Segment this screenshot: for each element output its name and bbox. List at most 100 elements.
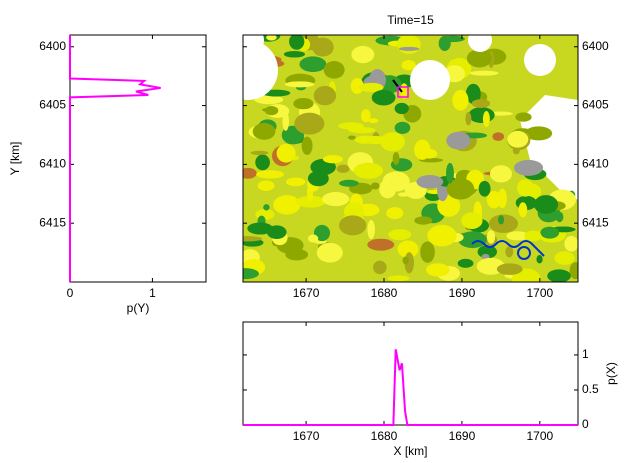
land-patch [350,78,364,94]
land-patch [555,211,564,223]
land-patch [307,234,319,243]
y-tick-label: 6405 [582,98,609,112]
land-patch [263,204,270,211]
land-patch [289,35,305,50]
y-tick-label: 6400 [582,39,609,53]
x-tick-label: 0 [67,286,74,300]
land-patch [299,56,327,73]
land-patch [414,139,431,160]
land-patch [394,121,411,134]
land-patch [311,37,334,57]
land-patch [465,83,481,104]
land-patch [254,95,284,105]
land-patch [379,179,397,199]
land-patch [457,258,474,268]
land-patch [351,45,375,64]
land-patch [401,60,416,71]
land-patch [518,202,528,218]
land-patch [446,131,471,150]
land-patch [445,162,454,184]
x-tick-label: 1700 [526,286,553,300]
land-patch [307,183,314,203]
land-patch [290,155,300,161]
land-patch [301,136,313,155]
land-patch [313,85,337,106]
land-patch [540,226,560,239]
land-patch [492,132,505,141]
y-tick-label: 0.5 [582,382,599,396]
clearing [243,35,264,54]
land-patch [347,135,356,140]
x-tick-label: 1690 [449,429,476,443]
land-patch [458,231,487,249]
land-patch [255,154,270,171]
land-patch [536,254,543,264]
land-patch [488,214,518,233]
land-patch [482,111,490,128]
land-patch [489,165,513,183]
land-patch [505,246,514,258]
land-patch [282,111,290,131]
land-patch [360,109,371,123]
land-patch [461,212,483,229]
land-patch [506,231,529,241]
y-axis-label: p(X) [604,362,618,385]
y-tick-label: 6410 [582,157,609,171]
land-patch [554,251,575,265]
land-cover-map [243,35,578,282]
clearing [243,40,278,100]
land-patch [569,262,578,280]
land-patch [252,123,276,140]
land-patch [516,179,534,197]
y-tick-label: 0 [582,417,589,431]
clearing [410,60,450,100]
land-patch [498,215,505,225]
land-patch [370,182,380,190]
land-patch [338,215,367,236]
land-patch [507,130,529,148]
land-patch [247,222,273,235]
land-patch [284,81,315,88]
x-axis-label: p(Y) [127,301,150,315]
land-patch [496,263,523,275]
land-patch [293,97,314,110]
land-patch [512,146,520,155]
land-patch [243,268,259,280]
land-patch [367,238,395,251]
position-marker [517,246,531,260]
land-patch [353,162,384,179]
land-patch [397,192,410,197]
land-patch [427,224,457,247]
land-patch [524,126,553,141]
land-patch [402,256,409,265]
land-patch [243,167,257,179]
land-patch [420,241,435,263]
land-patch [466,49,492,68]
land-patch [285,177,306,187]
axes-frame [242,321,579,426]
land-patch [396,35,421,55]
land-patch [478,180,491,197]
land-patch [397,240,419,258]
trajectory [471,240,545,257]
land-patch [438,35,451,51]
clearing [468,35,492,52]
density-line [243,349,578,426]
land-patch [416,175,444,189]
map-overlay [392,79,545,260]
land-patch [367,219,375,240]
land-patch [294,112,325,135]
land-patch [471,99,491,108]
land-patch [322,154,343,164]
land-patch [515,112,532,122]
land-patch [486,190,502,209]
axes-frame [69,34,207,283]
land-patch [257,180,275,191]
land-patch [446,178,475,200]
clearing [524,44,556,76]
land-patch [465,111,472,126]
land-patch [256,170,284,179]
land-patch [533,195,559,214]
land-patch [322,192,350,207]
